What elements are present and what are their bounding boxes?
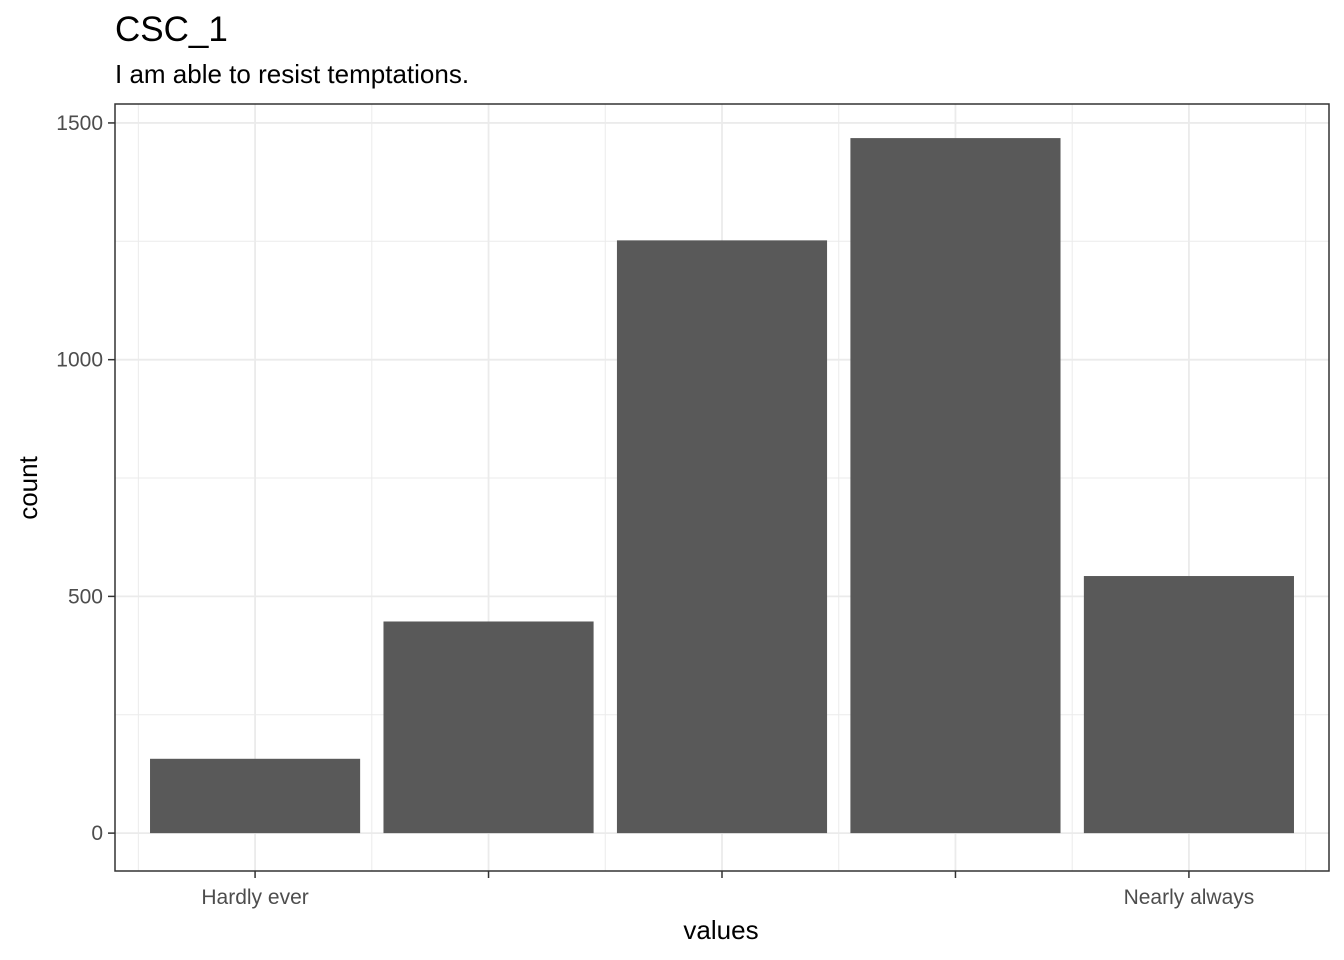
bar [383, 621, 594, 834]
x-tick-label: Hardly ever [201, 886, 308, 909]
chart-subtitle: I am able to resist temptations. [115, 59, 469, 89]
y-axis-title: count [13, 455, 43, 519]
y-tick-label: 500 [68, 585, 103, 608]
bars [150, 138, 1294, 834]
x-axis: Hardly ever Nearly always [201, 871, 1254, 909]
bar [150, 758, 361, 834]
y-tick-label: 1500 [56, 112, 103, 135]
bar [1083, 576, 1294, 834]
y-tick-label: 1000 [56, 349, 103, 372]
bar [616, 240, 828, 834]
x-axis-title: values [683, 915, 758, 945]
x-tick-label: Nearly always [1124, 886, 1255, 909]
y-tick-label: 0 [91, 822, 103, 845]
bar [850, 138, 1061, 834]
chart-title: CSC_1 [115, 10, 228, 49]
y-axis: 0 500 1000 1500 [56, 112, 115, 845]
